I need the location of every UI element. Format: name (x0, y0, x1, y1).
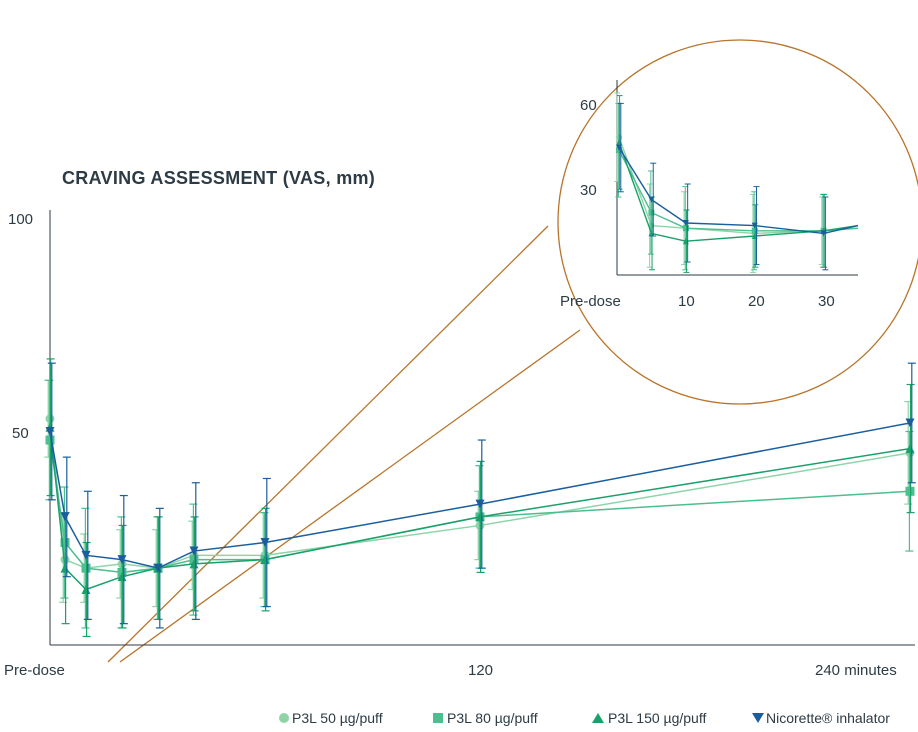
inset-x-tick-label-20: 20 (748, 293, 765, 310)
legend-marker-triangle-up (592, 713, 604, 723)
x-tick-label-120: 120 (468, 662, 493, 679)
legend-marker-square (433, 713, 443, 723)
inset-data-point-nicorette-inhalator (682, 220, 689, 226)
inset-data-point-nicorette-inhalator (616, 144, 622, 151)
data-point-nicorette-inhalator (60, 512, 70, 522)
inset-data-point-nicorette-inhalator (820, 230, 827, 237)
legend-label-nicorette: Nicorette® inhalator (766, 710, 890, 726)
legend: P3L 50 µg/puff P3L 80 µg/puff P3L 150 µg… (279, 710, 890, 726)
inset-data-point-p3l-80-g-puff (751, 227, 758, 234)
chart-title: CRAVING ASSESSMENT (VAS, mm) (62, 168, 375, 188)
data-point-nicorette-inhalator (117, 555, 127, 565)
x-tick-label-predose: Pre-dose (4, 662, 65, 679)
data-point-nicorette-inhalator (45, 427, 55, 436)
data-point-nicorette-inhalator (260, 538, 270, 548)
legend-label-p3l-150: P3L 150 µg/puff (608, 710, 706, 726)
x-tick-label-240: 240 minutes (815, 662, 897, 679)
series-nicorette-inhalator (45, 362, 916, 629)
inset-series-line-nicorette-inhalator (618, 147, 859, 235)
inset-series-line-p3l-150-g-puff (618, 142, 859, 242)
zoom-inset-circle (557, 39, 918, 405)
main-plot-area (44, 358, 916, 638)
inset-y-tick-label-30: 30 (580, 182, 597, 199)
inset-data-point-p3l-80-g-puff (682, 225, 689, 232)
y-tick-label-100: 100 (8, 211, 33, 228)
y-tick-label-50: 50 (12, 425, 29, 442)
legend-marker-triangle-down (752, 713, 764, 723)
zoom-callout-line-lower (119, 329, 581, 663)
inset-x-tick-label-30: 30 (818, 293, 835, 310)
zoom-callout-line-upper (107, 225, 549, 663)
inset-x-tick-label-10: 10 (678, 293, 695, 310)
data-point-p3l-150-g-puff (60, 563, 70, 573)
inset-plot-area (614, 92, 859, 273)
legend-label-p3l-50: P3L 50 µg/puff (292, 710, 383, 726)
data-point-nicorette-inhalator (81, 550, 91, 560)
inset-data-point-nicorette-inhalator (751, 222, 758, 229)
data-point-nicorette-inhalator (475, 499, 485, 509)
inset-data-point-p3l-80-g-puff (648, 209, 655, 216)
inset-data-point-nicorette-inhalator (648, 196, 655, 203)
data-point-nicorette-inhalator (189, 546, 199, 556)
data-point-nicorette-inhalator (905, 418, 915, 428)
data-point-nicorette-inhalator (153, 563, 163, 573)
inset-y-tick-label-60: 60 (580, 97, 597, 114)
inset-x-tick-label-predose: Pre-dose (560, 293, 621, 310)
inset-series-nicorette-inhalator (616, 102, 859, 271)
legend-marker-circle (279, 713, 289, 723)
legend-label-p3l-80: P3L 80 µg/puff (447, 710, 538, 726)
